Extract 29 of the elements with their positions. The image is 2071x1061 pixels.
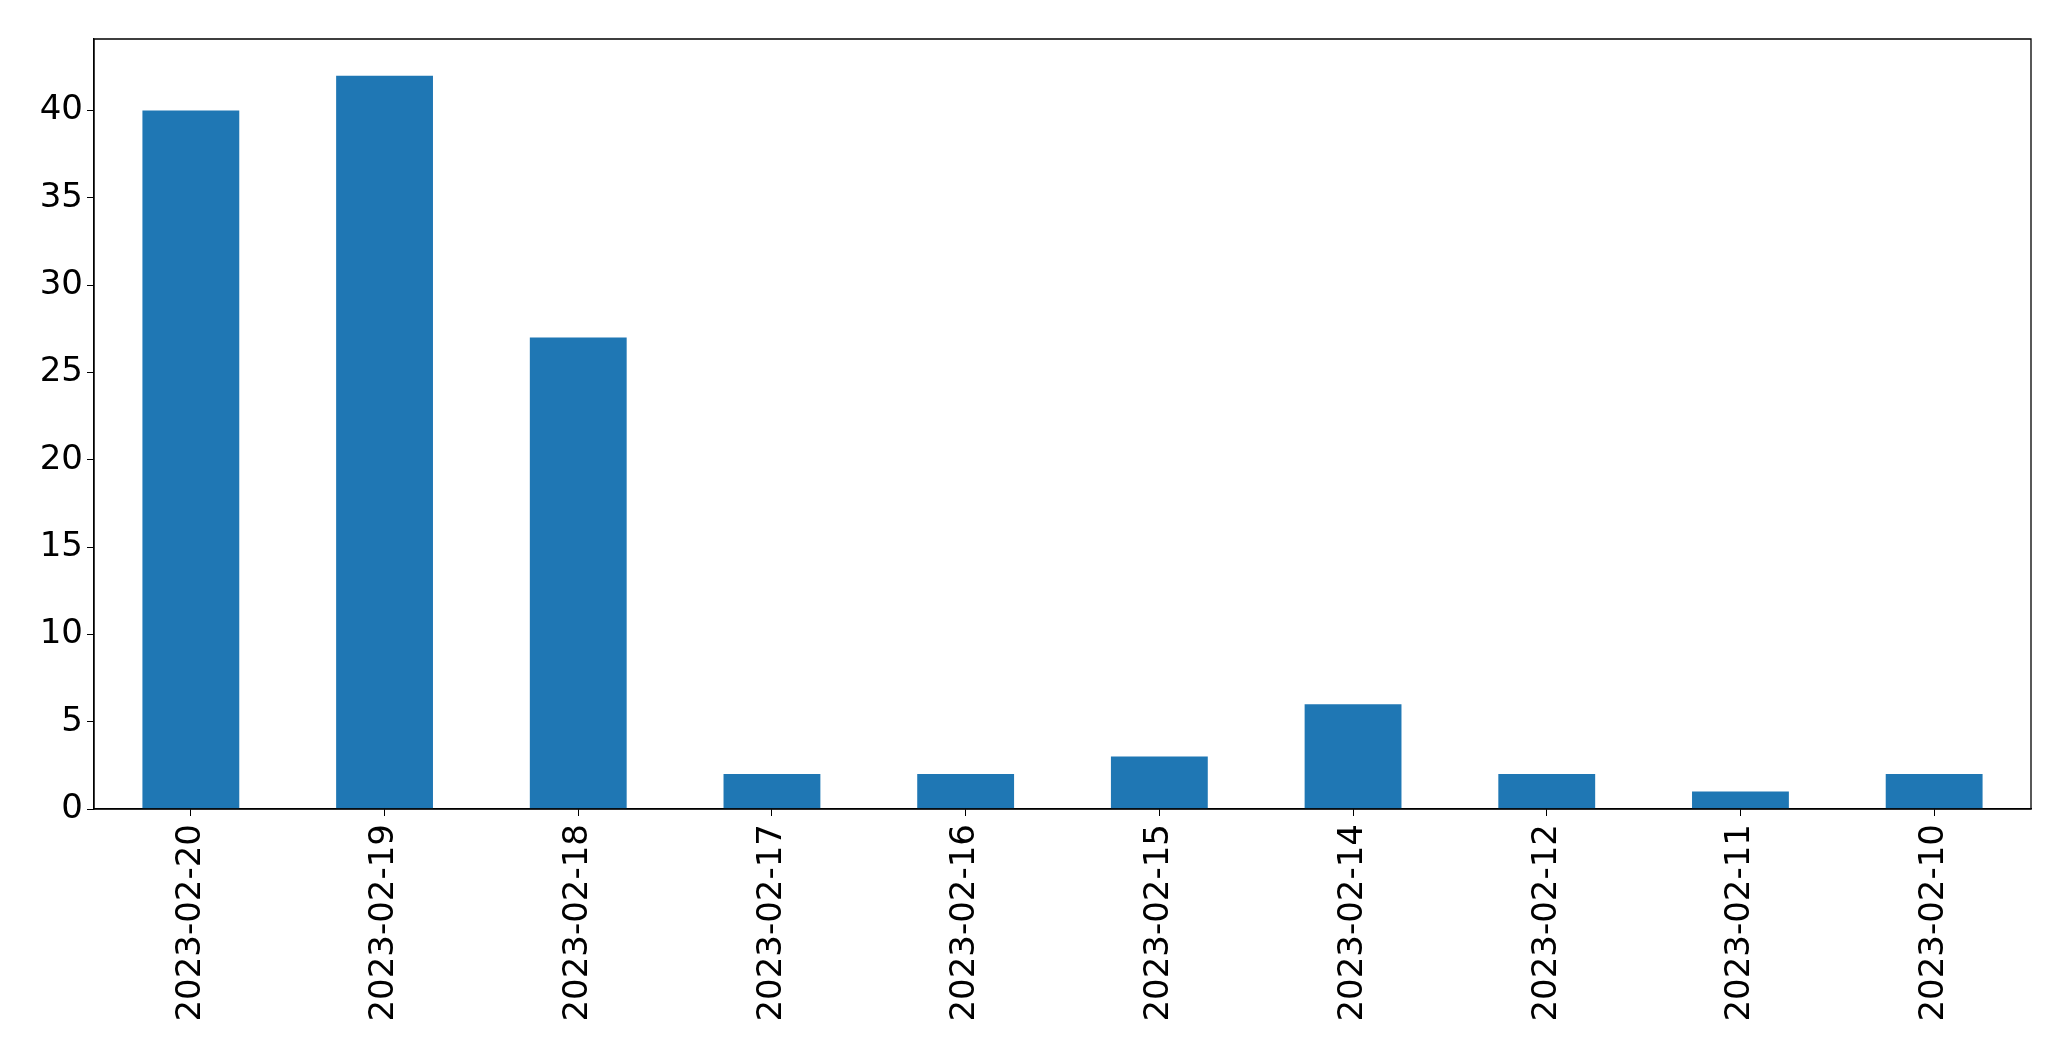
bar	[1110, 756, 1208, 809]
bar	[336, 75, 433, 809]
y-tick-label: 0	[61, 785, 83, 826]
bar	[723, 774, 821, 809]
bar	[1498, 774, 1596, 809]
y-tick-label: 25	[39, 349, 83, 390]
bar	[529, 337, 627, 809]
x-tick-label: 2023-02-18	[555, 824, 596, 1022]
y-tick-label: 35	[39, 174, 83, 215]
bar	[1692, 791, 1789, 809]
bar	[917, 774, 1015, 809]
x-tick-label: 2023-02-17	[748, 824, 789, 1022]
x-tick-label: 2023-02-15	[1136, 824, 1177, 1022]
y-tick-label: 30	[39, 262, 83, 303]
bar	[142, 110, 240, 809]
y-tick-label: 40	[39, 87, 83, 128]
x-tick-label: 2023-02-10	[1910, 824, 1951, 1022]
x-tick-label: 2023-02-16	[942, 824, 983, 1022]
x-tick-label: 2023-02-12	[1523, 824, 1564, 1022]
y-tick-label: 15	[39, 523, 83, 564]
y-tick-label: 20	[39, 436, 83, 477]
x-tick-label: 2023-02-14	[1329, 824, 1370, 1022]
bar	[1304, 704, 1402, 809]
x-tick-label: 2023-02-20	[167, 824, 208, 1022]
x-tick-label: 2023-02-19	[361, 824, 402, 1022]
y-tick-label: 5	[61, 698, 83, 739]
bar	[1885, 774, 1983, 809]
y-tick-label: 10	[39, 611, 83, 652]
x-tick-label: 2023-02-11	[1717, 824, 1758, 1022]
